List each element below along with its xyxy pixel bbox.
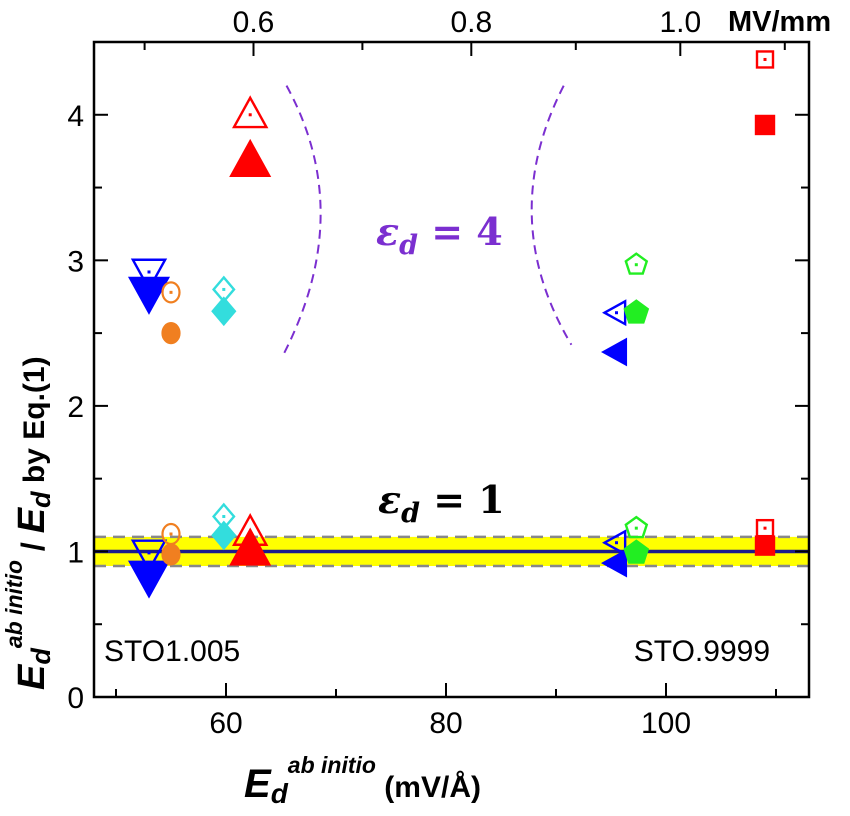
marker-pentagon-filled-2 [623, 299, 650, 324]
corner-label-right: STO.9999 [634, 635, 770, 668]
dashed-curve-1 [282, 85, 322, 356]
top-tick-label-2: 0.8 [450, 6, 492, 39]
marker-triangle-left-open-3 [602, 529, 627, 557]
x-title-sub: d [271, 778, 289, 809]
x-tick-label-80: 80 [429, 707, 462, 740]
y-title-main1: E [11, 663, 53, 690]
marker-pentagon-open-3-center-dot [634, 526, 638, 530]
dashed-curve-2 [530, 85, 573, 346]
marker-pentagon-open-1-center-dot [634, 263, 638, 267]
marker-pentagon-filled-4 [623, 539, 650, 564]
y-tick-label-0: 0 [67, 682, 84, 715]
y-tick-label-4: 4 [67, 100, 84, 133]
marker-diamond-filled-4 [211, 520, 237, 551]
text-layer: STO1.005 STO.9999 MV/mm εd = 4 εd = 1 Ed… [1, 6, 831, 809]
y-tick-label-1: 1 [67, 536, 84, 569]
y-title-slash: / [15, 533, 51, 560]
marker-diamond-open-3-center-dot [222, 515, 226, 519]
marker-triangle-up-open-1-center-dot [248, 113, 252, 117]
eps4-value: = 4 [418, 209, 503, 254]
marker-square-filled-4 [754, 535, 776, 556]
top-tick-label-3: 1.0 [659, 6, 701, 39]
marker-circle-open-3-center-dot [169, 532, 173, 536]
x-tick-label-60: 60 [209, 707, 242, 740]
x-title-unit: (mV/Å) [376, 771, 481, 804]
top-tick-label-1: 0.6 [233, 6, 275, 39]
eps4-symbol: ε [376, 209, 399, 254]
marker-triangle-left-open-1 [602, 299, 627, 327]
y-title-main2: E [11, 506, 53, 533]
y-title-sup1: ab initio [1, 560, 27, 648]
marker-triangle-down-filled-2 [127, 276, 171, 315]
eps4-annotation: εd = 4 [376, 209, 503, 261]
x-title-sup: ab initio [288, 752, 376, 778]
marker-triangle-down-filled-4 [127, 560, 171, 599]
marker-triangle-down-open-3 [130, 539, 168, 573]
marker-triangle-left-filled-2 [601, 337, 628, 367]
y-title-sub2: d [26, 491, 56, 508]
top-axis-unit: MV/mm [728, 6, 831, 38]
x-axis-title: Edab initio (mV/Å) [244, 752, 481, 809]
marker-square-open-3-center-dot [763, 526, 767, 530]
dashed-curve-layer [282, 85, 573, 356]
y-tick-label-2: 2 [67, 391, 84, 424]
eps1-annotation: εd = 1 [378, 477, 505, 529]
marker-circle-open-1 [161, 281, 181, 304]
marker-triangle-down-open-1-center-dot [147, 270, 151, 274]
y-axis-title: Edab initio / Ed by Eq.(1) [1, 356, 56, 690]
plot-frame-layer [92, 40, 811, 699]
y-title-sub1: d [26, 648, 56, 665]
marker-circle-filled-4 [161, 543, 181, 566]
corner-label-left: STO1.005 [104, 635, 240, 668]
marker-circle-filled-2 [161, 322, 181, 345]
eps1-subscript: d [401, 498, 420, 529]
marker-pentagon-open-1 [624, 252, 649, 275]
marker-triangle-up-filled-2 [229, 138, 272, 177]
plot-frame [92, 40, 811, 699]
marker-triangle-up-open-1 [232, 95, 269, 129]
marker-square-open-1 [755, 50, 775, 69]
marker-square-filled-2 [754, 114, 776, 136]
marker-triangle-left-open-3-center-dot [615, 541, 618, 545]
x-tick-label-100: 100 [641, 707, 691, 740]
eps1-symbol: ε [378, 477, 401, 522]
marker-triangle-left-filled-4 [601, 548, 628, 578]
tolerance-band-layer [94, 535, 809, 568]
marker-triangle-down-open-3-center-dot [147, 551, 151, 555]
x-title-main: E [244, 762, 272, 806]
y-title-rest: by Eq.(1) [18, 356, 51, 491]
marker-diamond-open-1-center-dot [222, 287, 226, 291]
marker-triangle-left-open-1-center-dot [615, 311, 618, 315]
marker-triangle-down-open-1 [130, 258, 168, 292]
marker-layer [127, 50, 776, 599]
eps1-value: = 1 [420, 477, 505, 522]
marker-triangle-up-filled-4 [229, 527, 272, 566]
marker-pentagon-open-3 [624, 515, 649, 539]
marker-diamond-filled-2 [211, 296, 237, 327]
y-tick-label-3: 3 [67, 245, 84, 278]
eps4-subscript: d [399, 230, 418, 261]
marker-square-open-1-center-dot [763, 57, 767, 61]
marker-circle-open-1-center-dot [169, 290, 173, 294]
